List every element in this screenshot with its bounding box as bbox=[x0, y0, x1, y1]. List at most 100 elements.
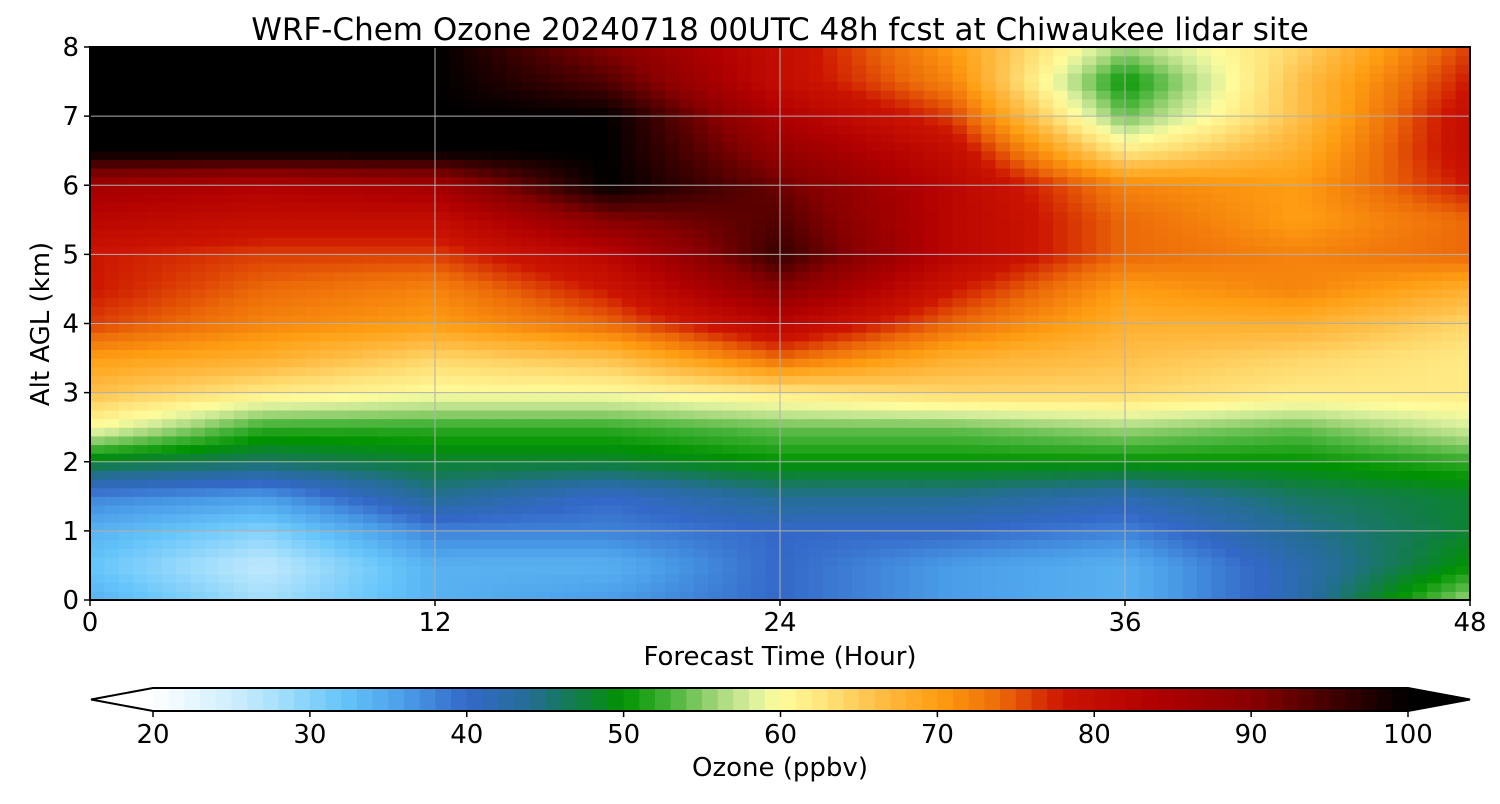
heatmap-cell bbox=[578, 323, 594, 333]
heatmap-cell bbox=[1139, 167, 1155, 178]
heatmap-cell bbox=[90, 453, 105, 463]
heatmap-cell bbox=[1383, 470, 1399, 480]
heatmap-cell bbox=[1441, 565, 1457, 575]
heatmap-cell bbox=[478, 185, 494, 195]
heatmap-cell bbox=[377, 280, 393, 290]
heatmap-cell bbox=[1225, 418, 1241, 428]
heatmap-cell bbox=[1081, 418, 1097, 428]
heatmap-cell bbox=[1326, 176, 1342, 186]
heatmap-cell bbox=[1283, 530, 1299, 541]
heatmap-cell bbox=[866, 323, 882, 333]
heatmap-cell bbox=[837, 237, 853, 247]
heatmap-cell bbox=[492, 193, 508, 204]
heatmap-cell bbox=[248, 332, 264, 342]
heatmap-cell bbox=[780, 193, 795, 204]
heatmap-cell bbox=[147, 254, 163, 264]
heatmap-cell bbox=[952, 167, 968, 178]
heatmap-cell bbox=[233, 159, 249, 169]
heatmap-cell bbox=[449, 539, 465, 549]
heatmap-cell bbox=[636, 202, 652, 212]
heatmap-cell bbox=[161, 470, 177, 480]
heatmap-cell bbox=[1426, 167, 1442, 178]
heatmap-cell bbox=[449, 193, 465, 204]
heatmap-cell bbox=[665, 245, 680, 255]
heatmap-cell bbox=[1398, 513, 1414, 523]
heatmap-cell bbox=[190, 591, 206, 601]
heatmap-cell bbox=[923, 314, 939, 325]
heatmap-cell bbox=[420, 556, 436, 567]
heatmap-cell bbox=[564, 427, 580, 437]
heatmap-cell bbox=[1240, 574, 1255, 584]
heatmap-cell bbox=[1081, 435, 1097, 446]
heatmap-cell bbox=[90, 263, 105, 273]
heatmap-cell bbox=[348, 401, 364, 411]
heatmap-cell bbox=[1096, 245, 1112, 255]
heatmap-cell bbox=[765, 314, 781, 325]
heatmap-cell bbox=[780, 556, 795, 567]
heatmap-cell bbox=[233, 323, 249, 333]
heatmap-cell bbox=[995, 150, 1011, 160]
heatmap-cell bbox=[305, 323, 321, 333]
heatmap-cell bbox=[1369, 366, 1385, 376]
heatmap-cell bbox=[679, 271, 695, 281]
heatmap-cell bbox=[1096, 383, 1112, 394]
heatmap-cell bbox=[1196, 574, 1212, 584]
heatmap-cell bbox=[1139, 332, 1155, 342]
heatmap-cell bbox=[521, 306, 537, 316]
heatmap-cell bbox=[320, 202, 335, 212]
heatmap-cell bbox=[1096, 409, 1112, 420]
heatmap-cell bbox=[492, 271, 508, 281]
heatmap-cell bbox=[1398, 574, 1414, 584]
heatmap-cell bbox=[1240, 237, 1255, 247]
heatmap-cell bbox=[593, 565, 609, 575]
heatmap-cell bbox=[1096, 297, 1112, 307]
heatmap-cell bbox=[190, 392, 206, 402]
heatmap-cell bbox=[1268, 487, 1284, 497]
heatmap-cell bbox=[1268, 263, 1284, 273]
heatmap-cell bbox=[478, 427, 494, 437]
heatmap-cell bbox=[1412, 401, 1428, 411]
heatmap-cell bbox=[765, 487, 781, 497]
heatmap-cell bbox=[435, 280, 450, 290]
heatmap-cell bbox=[205, 332, 220, 342]
heatmap-cell bbox=[923, 211, 939, 221]
heatmap-cell bbox=[104, 245, 120, 255]
heatmap-cell bbox=[1398, 427, 1414, 437]
heatmap-cell bbox=[1081, 349, 1097, 359]
heatmap-cell bbox=[1398, 167, 1414, 178]
heatmap-cell bbox=[765, 150, 781, 160]
heatmap-cell bbox=[478, 591, 494, 601]
heatmap-cell bbox=[334, 461, 350, 471]
heatmap-cell bbox=[420, 349, 436, 359]
heatmap-cell bbox=[506, 349, 522, 359]
heatmap-cell bbox=[1010, 435, 1025, 446]
heatmap-cell bbox=[1196, 280, 1212, 290]
heatmap-cell bbox=[938, 539, 954, 549]
heatmap-cell bbox=[1441, 340, 1457, 351]
heatmap-cell bbox=[1369, 159, 1385, 169]
heatmap-cell bbox=[176, 504, 192, 515]
heatmap-cell bbox=[1168, 228, 1184, 238]
heatmap-cell bbox=[1038, 487, 1054, 497]
heatmap-cell bbox=[909, 383, 925, 394]
heatmap-cell bbox=[535, 314, 551, 325]
heatmap-cell bbox=[363, 496, 379, 506]
heatmap-cell bbox=[535, 479, 551, 489]
heatmap-cell bbox=[90, 487, 105, 497]
heatmap-cell bbox=[607, 556, 623, 567]
heatmap-cell bbox=[1225, 297, 1241, 307]
heatmap-cell bbox=[1398, 306, 1414, 316]
heatmap-cell bbox=[478, 435, 494, 446]
heatmap-cell bbox=[765, 409, 781, 420]
heatmap-cell bbox=[607, 383, 623, 394]
heatmap-cell bbox=[1412, 409, 1428, 420]
heatmap-cell bbox=[118, 142, 134, 152]
heatmap-cell bbox=[851, 375, 867, 385]
heatmap-cell bbox=[550, 530, 565, 541]
heatmap-cell bbox=[722, 185, 738, 195]
heatmap-cell bbox=[650, 228, 666, 238]
heatmap-cell bbox=[578, 470, 594, 480]
heatmap-cell bbox=[161, 591, 177, 601]
heatmap-cell bbox=[492, 470, 508, 480]
heatmap-cell bbox=[621, 418, 637, 428]
